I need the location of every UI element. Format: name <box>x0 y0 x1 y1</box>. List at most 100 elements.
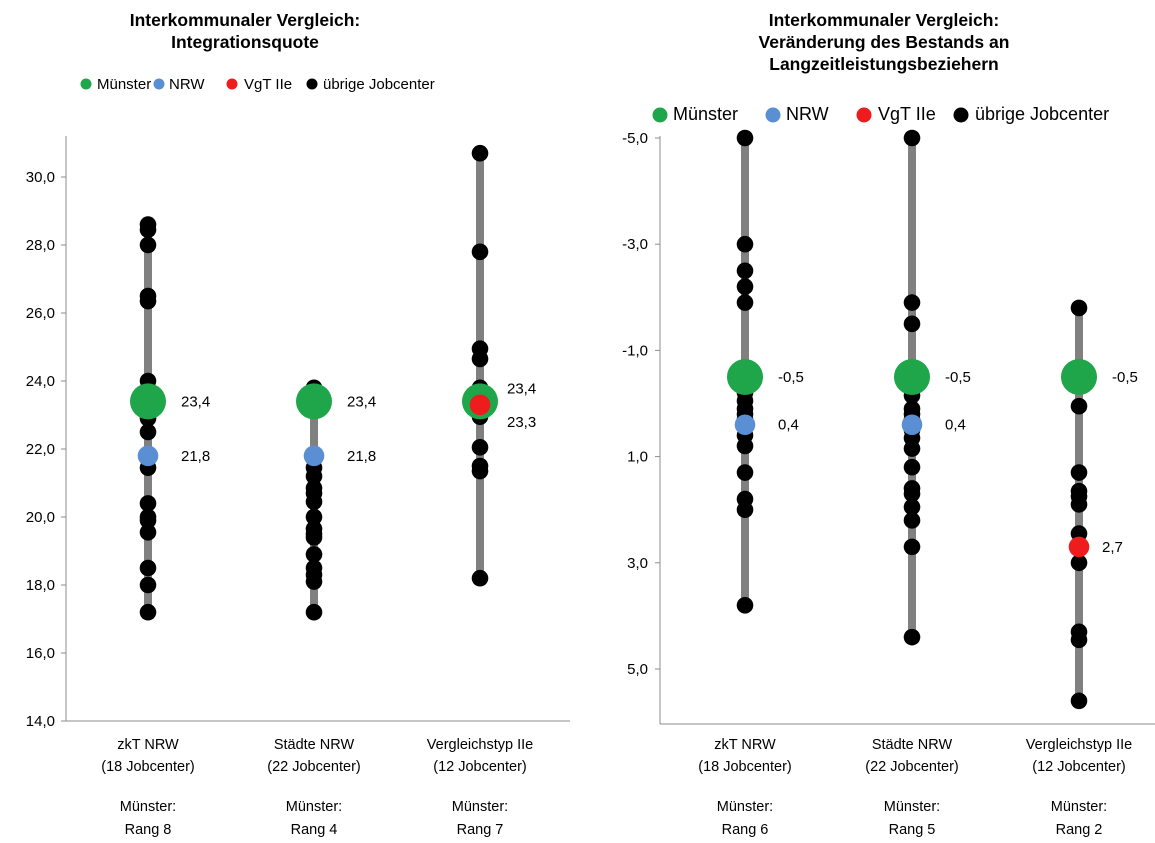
jobcenter-point <box>1070 692 1088 710</box>
category-label: Münster: <box>1051 799 1107 815</box>
muenster-point <box>1061 358 1097 395</box>
nrw-point <box>901 414 923 436</box>
jobcenter-point <box>903 538 921 556</box>
y-tick-label: 26,0 <box>26 305 55 322</box>
nrw-data-label: 0,4 <box>778 417 799 434</box>
jobcenter-point <box>305 546 323 563</box>
jobcenter-point <box>736 596 754 614</box>
jobcenter-point <box>736 262 754 280</box>
category-label: Städte NRW <box>872 737 953 753</box>
jobcenter-point <box>1070 554 1088 572</box>
jobcenter-point <box>471 569 489 587</box>
jobcenter-point <box>903 628 921 646</box>
category-label: Rang 6 <box>722 822 769 838</box>
muenster-point <box>894 358 930 395</box>
jobcenter-point <box>139 221 157 238</box>
category-label: zkT NRW <box>714 737 776 753</box>
y-tick-label: 16,0 <box>26 645 55 662</box>
category-label: Rang 2 <box>1056 822 1103 838</box>
y-tick-label: 30,0 <box>26 169 55 186</box>
jobcenter-point <box>305 508 323 526</box>
jobcenter-point <box>471 462 489 480</box>
category-label: Vergleichstyp IIe <box>1026 737 1132 753</box>
y-tick-label: 24,0 <box>26 373 55 390</box>
jobcenter-point <box>1070 299 1088 317</box>
jobcenter-point <box>1070 397 1088 415</box>
category-label: Rang 5 <box>889 822 936 838</box>
category-label: Rang 7 <box>457 822 504 838</box>
jobcenter-point <box>1070 631 1088 649</box>
chart-title-line: Interkommunaler Vergleich: <box>769 10 1000 30</box>
jobcenter-point <box>903 485 921 503</box>
jobcenter-point <box>903 458 921 476</box>
legend-marker <box>80 78 92 90</box>
jobcenter-point <box>139 512 157 529</box>
jobcenter-point <box>903 512 921 529</box>
legend-marker <box>765 107 781 123</box>
y-tick-label: 20,0 <box>26 509 55 526</box>
vgt-point <box>469 394 491 416</box>
nrw-point <box>303 445 325 467</box>
legend-marker <box>953 107 969 123</box>
y-tick-label: 28,0 <box>26 237 55 254</box>
jobcenter-point <box>305 529 323 546</box>
jobcenter-point <box>736 501 754 518</box>
legend-marker <box>652 107 668 123</box>
category-label: Münster: <box>717 799 773 815</box>
muenster-data-label: 23,4 <box>347 393 376 410</box>
legend-label: NRW <box>169 76 205 93</box>
jobcenter-point <box>305 603 323 621</box>
category-label: Vergleichstyp IIe <box>427 737 533 753</box>
category-label: (12 Jobcenter) <box>433 759 527 775</box>
muenster-point <box>130 383 166 420</box>
nrw-data-label: 0,4 <box>945 417 966 434</box>
jobcenter-point <box>736 437 754 455</box>
chart-title-line: Veränderung des Bestands an <box>759 32 1010 52</box>
vgt-data-label: 23,3 <box>507 414 536 431</box>
vgt-data-label: 2,7 <box>1102 539 1123 556</box>
jobcenter-point <box>736 129 754 147</box>
legend-marker <box>153 78 165 90</box>
y-tick-label: -5,0 <box>622 130 648 147</box>
nrw-point <box>734 414 756 436</box>
legend-label: VgT IIe <box>878 104 936 124</box>
category-label: (18 Jobcenter) <box>101 759 195 775</box>
category-label: Rang 4 <box>291 822 338 838</box>
y-tick-label: 14,0 <box>26 713 55 730</box>
legend-label: Münster <box>673 104 738 124</box>
muenster-point <box>727 358 763 395</box>
jobcenter-point <box>903 129 921 147</box>
jobcenter-point <box>1070 464 1088 481</box>
chart-title-line: Integrationsquote <box>171 32 319 52</box>
legend-marker <box>226 78 238 90</box>
legend-label: VgT IIe <box>244 76 292 93</box>
category-label: zkT NRW <box>117 737 179 753</box>
jobcenter-point <box>903 294 921 311</box>
legend-label: Münster <box>97 76 151 93</box>
muenster-data-label: -0,5 <box>945 369 971 386</box>
vgt-point <box>1068 536 1090 558</box>
muenster-data-label: -0,5 <box>778 369 804 386</box>
chart-title-line: Langzeitleistungsbeziehern <box>769 54 998 74</box>
legend-marker <box>856 107 872 123</box>
jobcenter-point <box>1070 496 1088 513</box>
jobcenter-point <box>736 464 754 481</box>
jobcenter-point <box>305 493 323 511</box>
category-label: Münster: <box>286 799 342 815</box>
jobcenter-point <box>471 243 489 261</box>
jobcenter-point <box>471 144 489 162</box>
y-tick-label: 22,0 <box>26 441 55 458</box>
nrw-data-label: 21,8 <box>347 448 376 465</box>
legend-label: übrige Jobcenter <box>323 76 435 93</box>
nrw-data-label: 21,8 <box>181 448 210 465</box>
category-label: (22 Jobcenter) <box>267 759 361 775</box>
jobcenter-point <box>139 495 157 512</box>
muenster-data-label: -0,5 <box>1112 369 1138 386</box>
legend-label: übrige Jobcenter <box>975 104 1109 124</box>
muenster-data-label: 23,4 <box>181 393 210 410</box>
jobcenter-point <box>139 236 157 254</box>
jobcenter-point <box>903 440 921 457</box>
category-label: Münster: <box>884 799 940 815</box>
muenster-point <box>296 383 332 420</box>
jobcenter-point <box>471 350 489 368</box>
